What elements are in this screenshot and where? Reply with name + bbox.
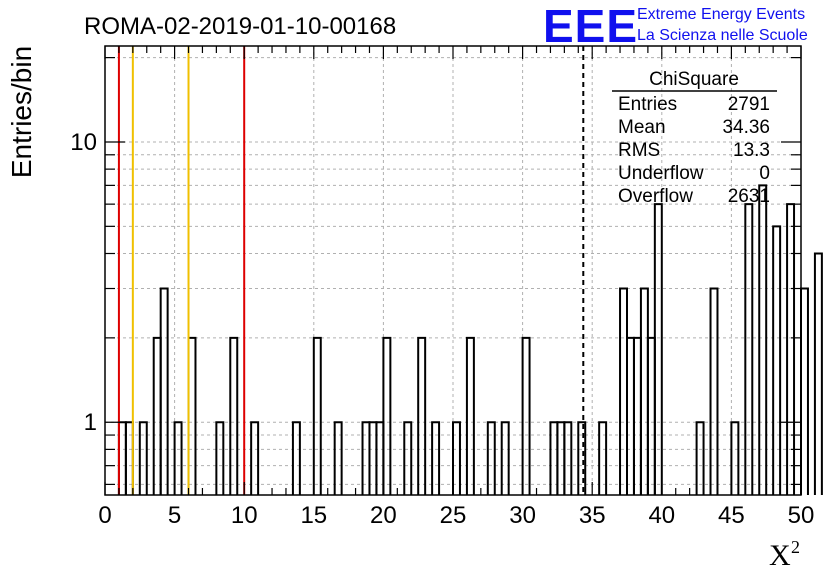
stats-row-underflow: Underflow 0	[618, 163, 770, 184]
logo-text: EEE	[543, 0, 638, 52]
histogram-bin	[187, 336, 197, 495]
histogram-bin	[382, 336, 392, 495]
histogram-bin	[626, 336, 635, 495]
stats-title: ChiSquare	[649, 69, 739, 90]
histogram-bin	[159, 287, 169, 495]
x-tick-label: 50	[788, 502, 815, 529]
stats-value: 2791	[728, 94, 770, 115]
histogram-bin	[653, 203, 663, 495]
stats-label: Overflow	[618, 186, 693, 207]
histogram-bin	[744, 203, 754, 495]
x-tick-label: 30	[509, 502, 536, 529]
stats-row-overflow: Overflow 2631	[618, 186, 770, 207]
y-tick-label: 1	[84, 409, 97, 436]
x-axis-label-main: X	[769, 539, 791, 572]
stats-row-mean: Mean 34.36	[618, 117, 770, 138]
logo-line-2: La Scienza nelle Scuole	[637, 27, 808, 44]
x-tick-label: 0	[98, 502, 111, 529]
histogram-bin	[521, 336, 531, 495]
histogram-bin	[639, 287, 649, 495]
histogram-bin	[229, 336, 239, 495]
stats-label: Mean	[618, 117, 666, 138]
histogram-bin	[333, 421, 343, 495]
stats-value: 2631	[728, 186, 770, 207]
x-tick-label: 10	[231, 502, 258, 529]
histogram-bin	[312, 336, 322, 495]
x-tick-label: 45	[718, 502, 745, 529]
axis-ticks: 0 5 10 15 20 25 30 35 40 45 50 1 10	[70, 46, 814, 529]
stats-row-entries: Entries 2791	[618, 94, 770, 115]
histogram-bin	[250, 421, 260, 495]
stats-box: ChiSquare Entries 2791 Mean 34.36 RMS 13…	[612, 69, 777, 207]
histogram-bin	[813, 252, 823, 495]
stats-value: 34.36	[722, 117, 770, 138]
histogram-bin	[646, 336, 656, 495]
histogram-bin	[152, 336, 162, 495]
histogram-bin	[173, 421, 183, 495]
histogram-bin	[632, 336, 642, 495]
x-axis-label-superscript: 2	[791, 537, 800, 557]
y-tick-label: 10	[70, 129, 97, 156]
stats-row-rms: RMS 13.3	[618, 140, 770, 161]
logo-line-1: Extreme Energy Events	[637, 6, 805, 23]
histogram-bin	[138, 421, 148, 495]
histogram-bin	[403, 421, 413, 495]
stats-value: 0	[759, 163, 770, 184]
x-tick-label: 5	[168, 502, 181, 529]
histogram-bin	[417, 336, 427, 495]
histogram-bin	[291, 421, 301, 495]
x-tick-label: 40	[648, 502, 675, 529]
stats-value: 13.3	[733, 140, 770, 161]
histogram-bin	[619, 287, 628, 495]
histogram-bin	[695, 421, 705, 495]
histogram-bin	[786, 203, 796, 495]
histogram-bin	[452, 421, 461, 495]
eee-logo: EEE Extreme Energy Events La Scienza nel…	[543, 0, 808, 52]
histogram-bin	[598, 421, 608, 495]
histogram-bin	[563, 421, 573, 495]
x-tick-label: 15	[300, 502, 327, 529]
histogram-bin	[431, 421, 441, 495]
x-tick-label: 25	[440, 502, 467, 529]
histogram-bin	[500, 421, 510, 495]
histogram-bin	[758, 184, 768, 495]
histogram-bin	[486, 421, 496, 495]
marker-lines	[117, 46, 585, 495]
histogram-bin	[800, 287, 809, 495]
histogram-bin	[730, 421, 740, 495]
y-axis-label: Entries/bin	[6, 46, 37, 178]
histogram-bin	[465, 336, 475, 495]
histogram-bin	[772, 225, 782, 495]
x-axis-label: X 2	[769, 537, 800, 572]
histogram-bin	[709, 287, 719, 495]
chart-title: ROMA-02-2019-01-10-00168	[84, 13, 396, 40]
histogram-series	[117, 184, 823, 495]
histogram-bin	[215, 421, 225, 495]
stats-label: Entries	[618, 94, 677, 115]
x-tick-label: 20	[370, 502, 397, 529]
histogram-bin	[577, 421, 587, 495]
x-tick-label: 35	[579, 502, 606, 529]
stats-label: RMS	[618, 140, 660, 161]
stats-label: Underflow	[618, 163, 704, 184]
